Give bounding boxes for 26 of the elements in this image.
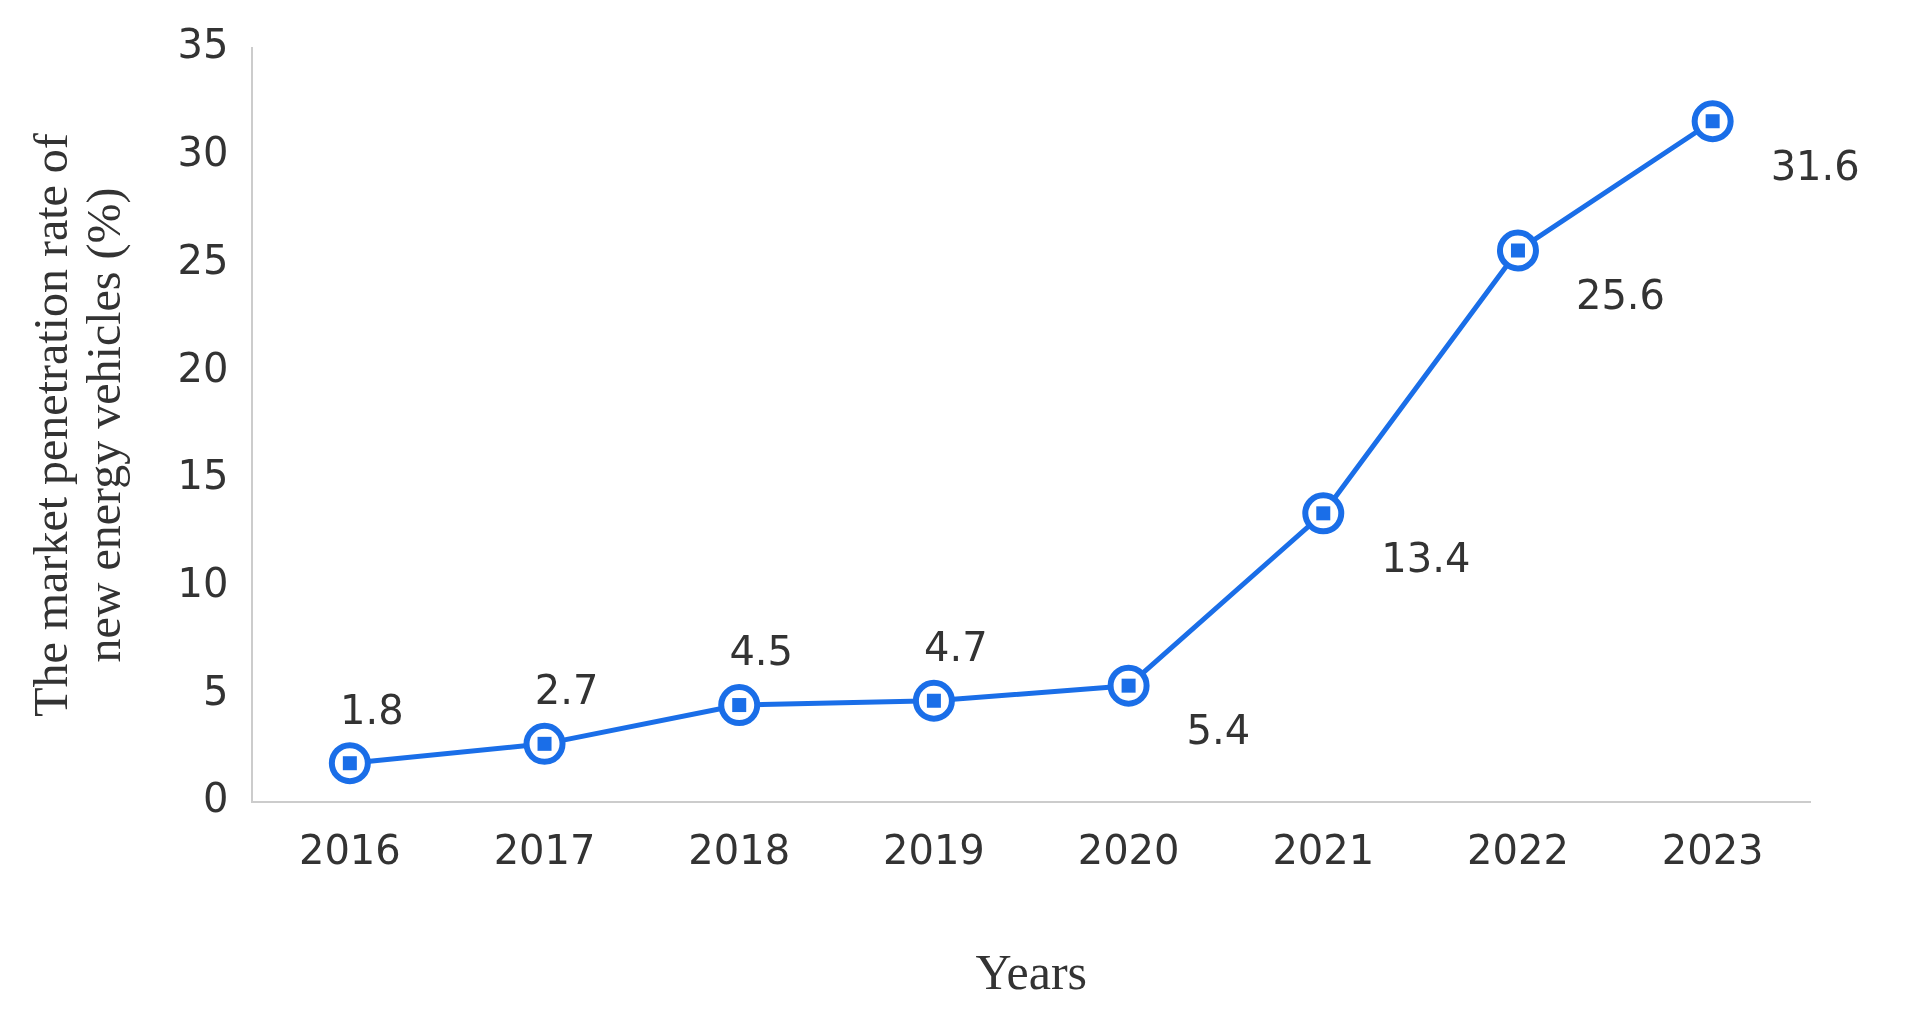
data-label: 31.6 [1770,142,1860,189]
y-tick-label: 20 [177,344,229,391]
y-tick-label: 0 [203,775,229,822]
data-label: 2.7 [534,667,599,714]
data-label: 4.5 [729,628,794,675]
x-tick-label: 2021 [1272,827,1375,874]
data-label: 5.4 [1186,707,1251,754]
y-tick-label: 30 [177,129,229,176]
y-tick-label: 5 [203,667,229,714]
y-tick-label: 25 [177,236,229,283]
data-label: 4.7 [924,624,988,671]
x-tick-label: 2020 [1077,827,1180,874]
y-axis-title: The market penetration rate of new energy vehicles (%) [24,133,131,717]
data-label: 13.4 [1381,534,1471,581]
x-axis-title: Years [975,944,1088,1001]
data-label: 1.8 [340,686,404,733]
data-label: 25.6 [1575,271,1666,318]
y-tick-label: 15 [177,452,229,499]
y-tick-label: 10 [177,559,229,606]
x-tick-label: 2019 [883,827,985,874]
x-tick-label: 2016 [298,827,401,874]
x-tick-label: 2022 [1467,827,1569,874]
y-tick-label: 35 [177,21,229,68]
x-tick-label: 2023 [1661,827,1764,874]
x-tick-label: 2017 [493,827,596,874]
x-tick-label: 2018 [688,827,791,874]
